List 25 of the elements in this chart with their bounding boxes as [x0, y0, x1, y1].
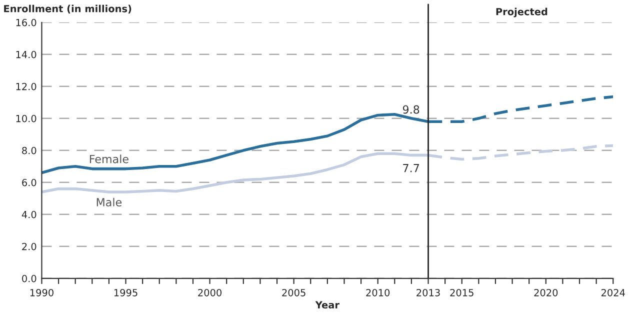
- y-tick-label: 14.0: [16, 50, 36, 58]
- y-tick-label: 2.0: [22, 242, 36, 250]
- x-tick-label: 2013: [416, 288, 440, 296]
- text: Projected: [496, 8, 548, 18]
- y-tick-label: 4.0: [22, 210, 36, 218]
- x-tick-label: 1995: [114, 288, 138, 296]
- y-tick-label: 12.0: [16, 82, 36, 90]
- y-tick-label: 10.0: [16, 114, 36, 122]
- x-tick-label: 2015: [450, 288, 474, 296]
- x-tick-label: 2024: [601, 288, 625, 296]
- x-tick-label: 2005: [282, 288, 306, 296]
- x-tick-label: 1990: [30, 288, 54, 296]
- x-tick-label: 2020: [534, 288, 558, 296]
- y-axis-title: Enrollment (in millions): [4, 4, 132, 14]
- x-axis-title: Year: [315, 301, 340, 309]
- y-tick-label: 6.0: [22, 178, 36, 186]
- annotation: 9.8: [402, 105, 420, 114]
- series-label: Male: [96, 198, 122, 206]
- x-tick-label: 2010: [366, 288, 390, 296]
- series-label: Female: [90, 154, 128, 164]
- y-tick-label: 8.0: [22, 146, 36, 154]
- y-tick-label: 16.0: [16, 18, 36, 26]
- x-tick-label: 2000: [198, 288, 222, 296]
- annotation: 7.7: [403, 164, 419, 172]
- y-tick-label: 0.0: [22, 274, 36, 282]
